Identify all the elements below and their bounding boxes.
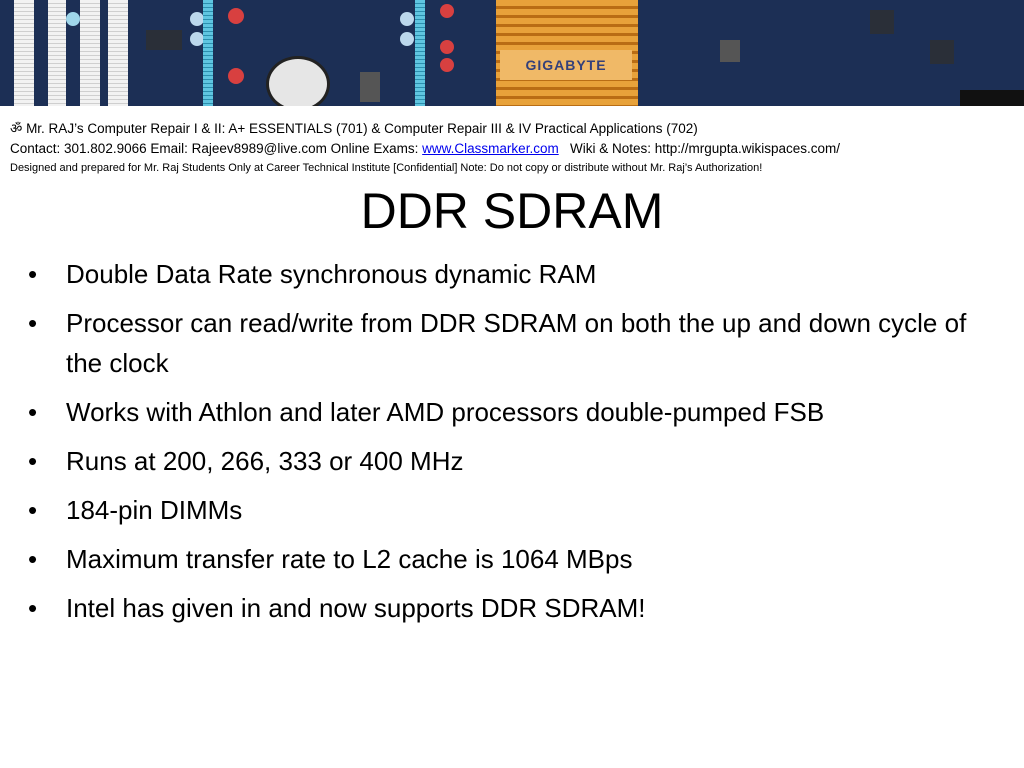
- bullet-text: Works with Athlon and later AMD processo…: [66, 397, 825, 427]
- pcie-slot: [415, 0, 425, 106]
- contact-line: Contact: 301.802.9066 Email: Rajeev8989@…: [10, 139, 1020, 159]
- capacitor: [400, 32, 414, 46]
- motherboard-banner-image: GIGABYTE: [0, 0, 1024, 106]
- bullet-text: Runs at 200, 266, 333 or 400 MHz: [66, 446, 464, 476]
- pci-slot: [48, 0, 66, 106]
- bullet-item: • 184-pin DIMMs: [28, 490, 1008, 530]
- capacitor: [190, 32, 204, 46]
- bullet-item: • Processor can read/write from DDR SDRAM…: [28, 303, 1008, 383]
- course-title-line: ॐ Mr. RAJ’s Computer Repair I & II: A+ E…: [10, 121, 698, 136]
- capacitor: [400, 12, 414, 26]
- chip: [146, 30, 182, 50]
- bullet-icon: •: [28, 593, 38, 623]
- bullet-item: • Works with Athlon and later AMD process…: [28, 392, 1008, 432]
- capacitor: [440, 4, 454, 18]
- bullet-text: Intel has given in and now supports DDR …: [66, 593, 646, 623]
- capacitor: [66, 12, 80, 26]
- capacitor: [440, 58, 454, 72]
- course-header: ॐ Mr. RAJ’s Computer Repair I & II: A+ E…: [10, 119, 1020, 177]
- classmarker-link[interactable]: www.Classmarker.com: [422, 141, 559, 156]
- chip: [870, 10, 894, 34]
- disclaimer-line: Designed and prepared for Mr. Raj Studen…: [10, 162, 763, 174]
- wiki-text: Wiki & Notes: http://mrgupta.wikispaces.…: [558, 141, 841, 156]
- chip: [360, 72, 380, 102]
- bullet-list: • Double Data Rate synchronous dynamic RA…: [28, 254, 1008, 637]
- bullet-text: Maximum transfer rate to L2 cache is 106…: [66, 544, 633, 574]
- bullet-item: • Maximum transfer rate to L2 cache is 10…: [28, 539, 1008, 579]
- capacitor: [228, 68, 244, 84]
- bullet-icon: •: [28, 446, 38, 476]
- cmos-battery: [266, 56, 330, 106]
- bullet-icon: •: [28, 495, 38, 525]
- chip: [960, 90, 1024, 106]
- bullet-text: Processor can read/write from DDR SDRAM …: [66, 308, 967, 378]
- bullet-text: 184-pin DIMMs: [66, 495, 243, 525]
- bullet-icon: •: [28, 397, 38, 427]
- bullet-icon: •: [28, 544, 38, 574]
- chip: [930, 40, 954, 64]
- chip: [720, 40, 740, 62]
- contact-text: Contact: 301.802.9066 Email: Rajeev8989@…: [10, 141, 423, 156]
- pci-slot: [14, 0, 34, 106]
- bullet-icon: •: [28, 259, 38, 289]
- slide-title: DDR SDRAM: [360, 183, 664, 239]
- pci-slot: [108, 0, 128, 106]
- capacitor: [228, 8, 244, 24]
- capacitor: [190, 12, 204, 26]
- pci-slot: [80, 0, 100, 106]
- bullet-item: • Intel has given in and now supports DDR…: [28, 588, 1008, 628]
- brand-label: GIGABYTE: [500, 50, 632, 80]
- capacitor: [440, 40, 454, 54]
- pcie-slot: [203, 0, 213, 106]
- bullet-text: Double Data Rate synchronous dynamic RAM: [66, 259, 597, 289]
- bullet-item: • Runs at 200, 266, 333 or 400 MHz: [28, 441, 1008, 481]
- bullet-item: • Double Data Rate synchronous dynamic RA…: [28, 254, 1008, 294]
- bullet-icon: •: [28, 308, 38, 338]
